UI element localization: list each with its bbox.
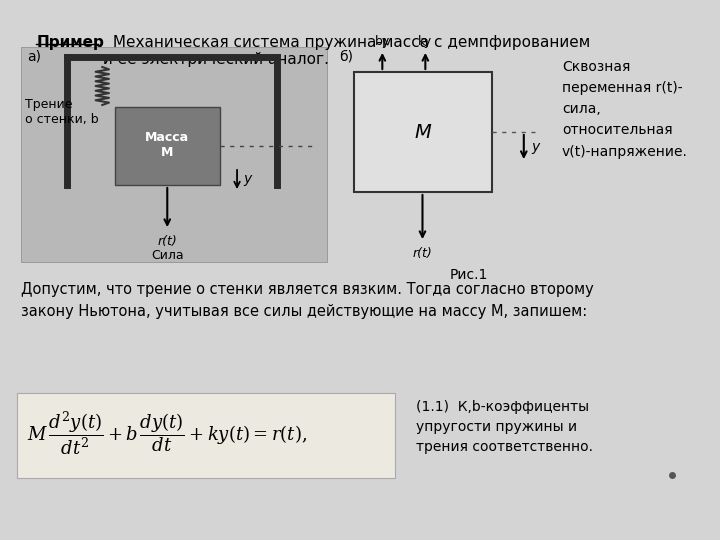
- Bar: [21, 47, 327, 262]
- Bar: [17, 393, 395, 478]
- Text: (1.1)  К,b-коэффиценты
упругости пружины и
трения соответственно.: (1.1) К,b-коэффиценты упругости пружины …: [415, 400, 593, 454]
- Text: $M\,\dfrac{d^2 y(t)}{dt^2} + b\,\dfrac{dy(t)}{dt} + ky(t) = r(t),$: $M\,\dfrac{d^2 y(t)}{dt^2} + b\,\dfrac{d…: [27, 409, 307, 457]
- Text: y: y: [244, 172, 252, 186]
- Bar: [354, 72, 492, 192]
- Text: y: y: [531, 140, 540, 154]
- Text: Допустим, что трение о стенки является вязким. Тогда согласно второму
закону Нью: Допустим, что трение о стенки является в…: [21, 282, 594, 319]
- Bar: [114, 107, 220, 185]
- Text: Рис.1: Рис.1: [449, 268, 487, 282]
- Text: :  Механическая система пружина-масса с демпфированием
 и ее электрический анало: : Механическая система пружина-масса с д…: [99, 35, 590, 68]
- Text: ky: ky: [418, 35, 433, 48]
- Text: r(t): r(t): [413, 247, 432, 260]
- Text: by: by: [374, 35, 390, 48]
- Text: Сквозная
переменная r(t)-
сила,
относительная
v(t)-напряжение.: Сквозная переменная r(t)- сила, относите…: [562, 60, 688, 159]
- Text: Трение
о стенки, b: Трение о стенки, b: [25, 98, 99, 126]
- Text: б): б): [339, 50, 354, 64]
- Text: а): а): [27, 50, 41, 64]
- Text: Масса
M: Масса M: [145, 131, 189, 159]
- Text: Пример: Пример: [36, 35, 104, 50]
- Text: Сила: Сила: [151, 249, 184, 262]
- Text: r(t): r(t): [158, 235, 177, 248]
- Text: M: M: [414, 123, 431, 141]
